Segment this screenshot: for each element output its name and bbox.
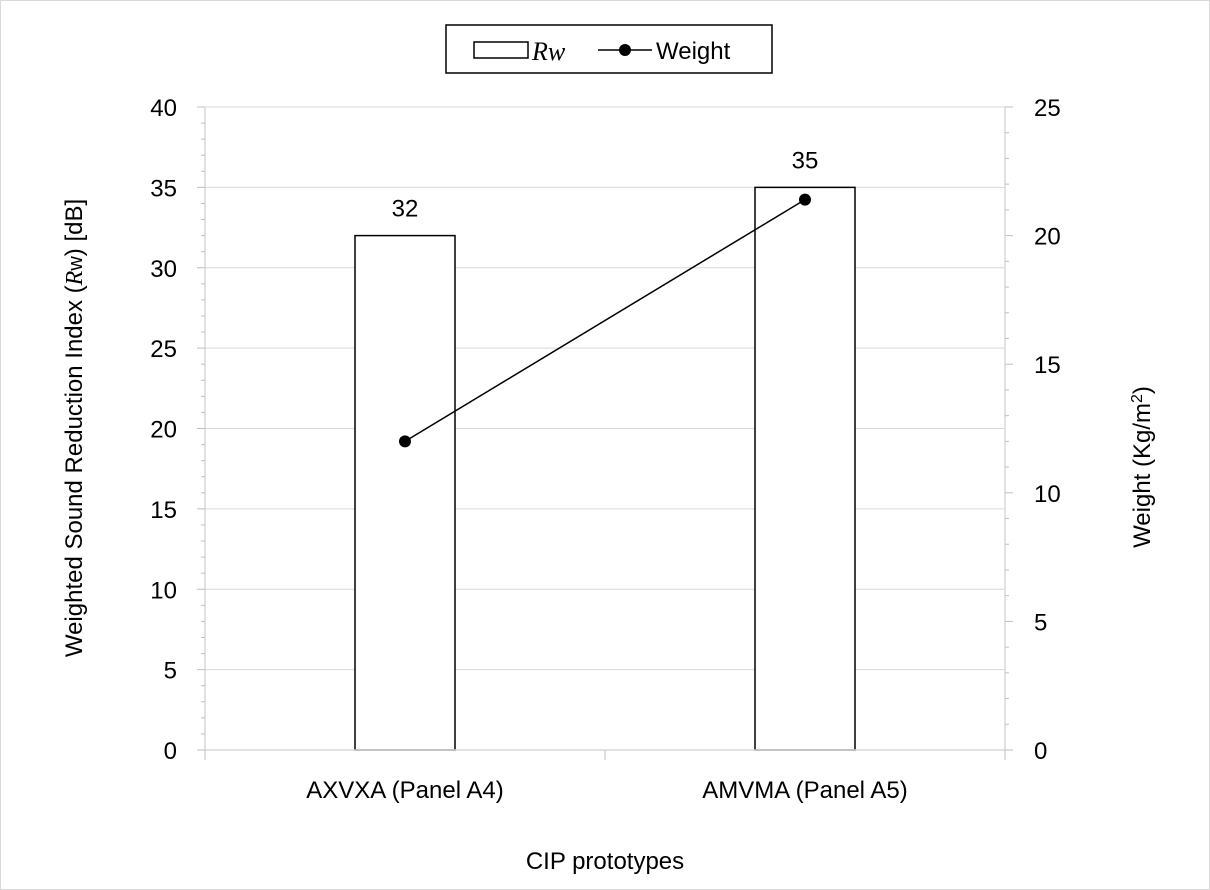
- y-tick-label: 20: [150, 417, 177, 444]
- y2-axis-title: Weight (Kg/m2): [1129, 386, 1156, 548]
- y2-tick-label: 20: [1034, 224, 1061, 251]
- y-tick-label: 30: [150, 256, 177, 283]
- y-axis-title: Weighted Sound Reduction Index (Rw) [dB]: [61, 199, 88, 657]
- y-tick-label: 15: [150, 497, 177, 524]
- tick-labels: 0 5 10 15 20 25 30 35 40 0 5 10 15 20 25 AXVXA (Panel A…: [150, 95, 1060, 804]
- y-axis-title-italic: R: [62, 270, 88, 286]
- weight-series: [399, 193, 811, 448]
- x-tick-label: AMVMA (Panel A5): [702, 777, 907, 804]
- legend-line-marker: [619, 44, 631, 56]
- y-tick-label: 5: [164, 658, 177, 685]
- y-tick-label: 0: [164, 738, 177, 765]
- x-tick-label: AXVXA (Panel A4): [306, 777, 503, 804]
- bar-series: [354, 186, 856, 751]
- y-axis-title-after: ) [dB]: [61, 199, 88, 256]
- y-tick-label: 10: [150, 577, 177, 604]
- y2-tick-label: 10: [1034, 481, 1061, 508]
- y-axis-title-sub: w: [65, 256, 87, 272]
- y-axis-title-before: Weighted Sound Reduction Index (: [61, 285, 88, 657]
- y-tick-label: 25: [150, 336, 177, 363]
- y2-axis-title-before: Weight (Kg/m: [1129, 403, 1156, 548]
- y2-axis-title-sup: 2: [1129, 394, 1146, 403]
- bar: [354, 234, 456, 751]
- y2-tick-label: 5: [1034, 609, 1047, 636]
- bar: [754, 186, 856, 751]
- legend-bar-label: Rw: [531, 37, 566, 66]
- bar-data-label: 35: [792, 147, 819, 174]
- x-axis-title: CIP prototypes: [526, 848, 684, 875]
- y2-tick-label: 25: [1034, 95, 1061, 122]
- weight-point: [799, 193, 811, 206]
- legend-bar-swatch: [473, 41, 529, 59]
- bar-data-label: 32: [392, 196, 419, 223]
- weight-point: [399, 435, 411, 448]
- axes: [197, 106, 1013, 760]
- y-tick-label: 35: [150, 175, 177, 202]
- y2-tick-label: 0: [1034, 738, 1047, 765]
- y-tick-label: 40: [150, 95, 177, 122]
- weight-line: [404, 198, 806, 443]
- y2-axis-title-after: ): [1129, 386, 1156, 394]
- legend-line-label: Weight: [656, 38, 731, 65]
- legend: Rw Weight: [445, 24, 773, 74]
- y2-tick-label: 15: [1034, 352, 1061, 379]
- gridlines: [205, 106, 1005, 671]
